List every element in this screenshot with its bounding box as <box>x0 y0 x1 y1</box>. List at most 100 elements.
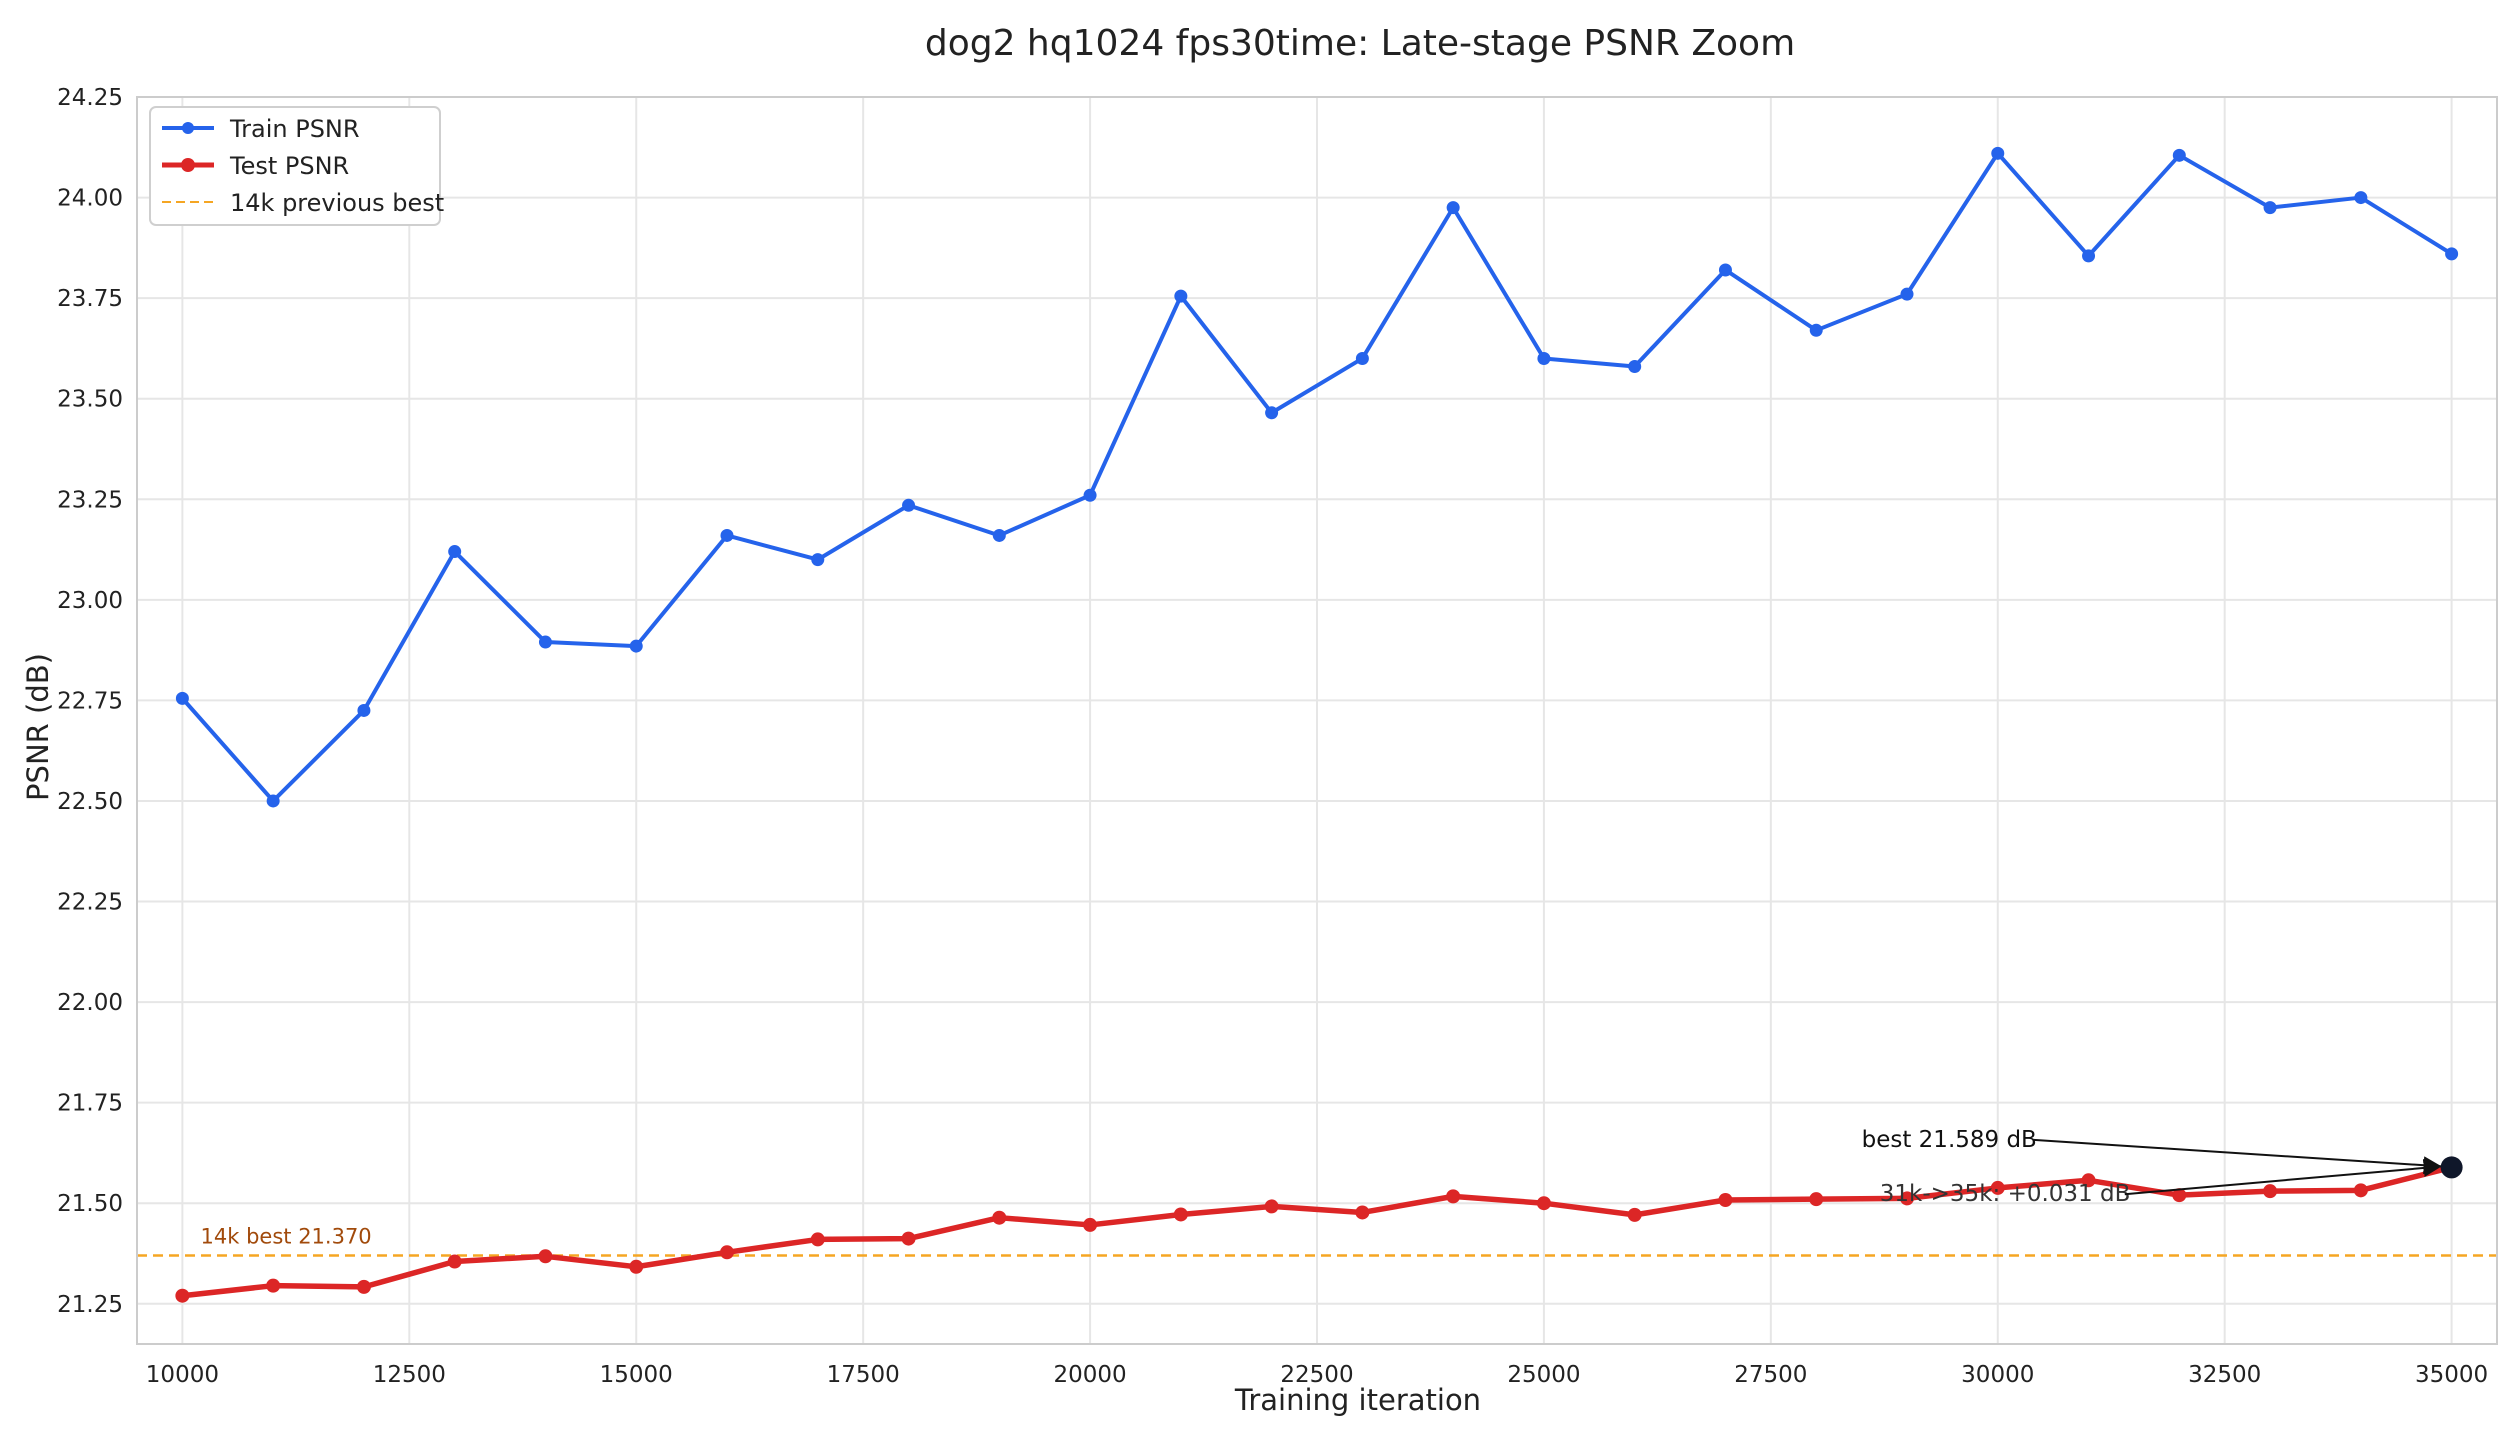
train-psnr-point <box>2082 249 2096 263</box>
x-tick-label: 22500 <box>1280 1362 1353 1388</box>
y-tick-label: 23.50 <box>57 387 123 413</box>
test-psnr-point <box>720 1245 734 1260</box>
tick-labels: 10000 12500 15000 17500 20000 22500 25000 27500… <box>57 85 2488 1388</box>
y-axis-label: PSNR (dB) <box>21 653 55 801</box>
train-psnr-point <box>1174 289 1188 303</box>
legend-box <box>149 106 441 226</box>
train-psnr-point <box>1900 287 1914 301</box>
x-tick-label: 17500 <box>827 1362 900 1388</box>
train-psnr-point <box>266 794 280 808</box>
y-tick-label: 22.50 <box>57 789 123 815</box>
test-psnr-point <box>2172 1188 2187 1203</box>
train-psnr-line <box>180 151 2453 803</box>
train-psnr-point <box>1718 263 1732 277</box>
test-psnr-point <box>1627 1207 1642 1222</box>
train-psnr-point <box>1809 323 1823 337</box>
train-psnr-point <box>1083 488 1097 502</box>
train-psnr-point <box>2263 201 2277 215</box>
test-psnr-point <box>1173 1207 1188 1222</box>
y-tick-label: 21.25 <box>57 1292 123 1318</box>
series-layer <box>175 146 2459 1303</box>
y-tick-label: 22.75 <box>57 688 123 714</box>
x-axis-label: Training iteration <box>1234 1383 1481 1417</box>
legend-label-test: Test PSNR <box>229 152 349 180</box>
train-psnr-point <box>1628 360 1642 374</box>
x-tick-label: 30000 <box>1961 1362 2034 1388</box>
train-psnr-point <box>448 545 462 559</box>
x-tick-label: 27500 <box>1734 1362 1807 1388</box>
train-psnr-point <box>629 639 643 653</box>
legend-marker-test <box>181 158 195 172</box>
grid <box>137 96 2497 1344</box>
test-psnr-point <box>810 1232 825 1247</box>
x-tick-label: 12500 <box>373 1362 446 1388</box>
test-psnr-point <box>1900 1191 1914 1206</box>
train-psnr-point <box>1446 201 1460 215</box>
test-psnr-point <box>2263 1184 2278 1199</box>
test-psnr-point <box>1355 1205 1370 1220</box>
reference-line-label: 14k best 21.370 <box>201 1225 372 1249</box>
x-tick-label: 25000 <box>1507 1362 1580 1388</box>
train-psnr-point <box>1265 406 1279 420</box>
train-psnr-point <box>2172 148 2186 162</box>
y-tick-label: 24.00 <box>57 186 123 212</box>
x-tick-label: 35000 <box>2415 1362 2488 1388</box>
y-tick-label: 24.25 <box>57 85 123 111</box>
train-psnr-point <box>1991 146 2005 160</box>
test-psnr-point <box>1809 1192 1824 1207</box>
train-psnr-point <box>538 635 552 649</box>
test-psnr-point <box>356 1279 371 1294</box>
annotation-label: best 21.589 dB <box>1862 1127 2037 1153</box>
train-psnr-point <box>902 498 916 512</box>
legend-label-reference: 14k previous best <box>230 189 444 217</box>
train-psnr-point <box>2354 191 2368 205</box>
test-psnr-point <box>629 1259 644 1274</box>
chart-title: dog2 hq1024 fps30time: Late-stage PSNR Z… <box>925 23 1795 64</box>
annotation-layer: best 21.589 dB 31k->35k: +0.031 dB <box>1862 1127 2463 1207</box>
x-tick-label: 10000 <box>146 1362 219 1388</box>
y-tick-label: 23.75 <box>57 286 123 312</box>
annotation-label: 31k->35k: +0.031 dB <box>1880 1181 2131 1207</box>
test-psnr-point <box>538 1249 553 1264</box>
train-psnr-point <box>175 691 189 705</box>
test-psnr-point <box>992 1210 1007 1225</box>
train-psnr-point <box>1537 351 1551 365</box>
legend-marker-train <box>182 122 194 134</box>
train-psnr-point <box>357 703 371 717</box>
x-tick-label: 20000 <box>1053 1362 1126 1388</box>
y-tick-label: 22.25 <box>57 890 123 916</box>
train-psnr-point <box>720 528 734 542</box>
train-psnr-point <box>992 528 1006 542</box>
test-psnr-point <box>1083 1217 1098 1232</box>
best-point-marker <box>2440 1156 2463 1179</box>
test-psnr-point <box>1264 1199 1279 1214</box>
test-psnr-point <box>2353 1183 2368 1198</box>
plot-frame <box>136 96 2498 1345</box>
test-psnr-line <box>182 1164 2453 1299</box>
test-psnr-point <box>2081 1173 2096 1188</box>
annotation-arrow <box>2033 1138 2442 1175</box>
y-tick-label: 23.00 <box>57 588 123 614</box>
test-psnr-point <box>901 1231 916 1246</box>
train-psnr-point <box>811 553 825 567</box>
test-psnr-point <box>266 1278 281 1293</box>
test-psnr-point <box>1990 1180 2005 1195</box>
x-tick-label: 32500 <box>2188 1362 2261 1388</box>
y-tick-label: 22.00 <box>57 990 123 1016</box>
y-tick-label: 21.50 <box>57 1191 123 1217</box>
test-psnr-point <box>1536 1196 1551 1211</box>
y-tick-label: 23.25 <box>57 487 123 513</box>
test-psnr-point <box>447 1254 462 1269</box>
annotation-arrow <box>2124 1159 2442 1196</box>
train-psnr-point <box>2445 247 2459 261</box>
train-psnr-point <box>1355 351 1369 365</box>
test-psnr-point <box>175 1288 190 1303</box>
legend-label-train: Train PSNR <box>229 115 360 143</box>
x-tick-label: 15000 <box>600 1362 673 1388</box>
test-psnr-point <box>1718 1192 1733 1207</box>
legend: Train PSNR Test PSNR 14k previous best <box>149 106 444 226</box>
y-tick-label: 21.75 <box>57 1091 123 1117</box>
test-psnr-point <box>1446 1189 1461 1204</box>
